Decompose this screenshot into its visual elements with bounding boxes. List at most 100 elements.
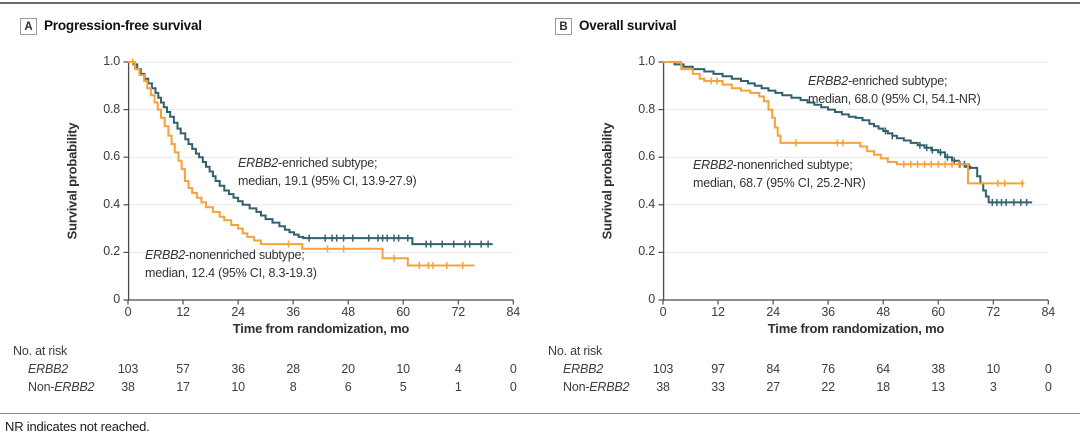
risk-count: 10 <box>396 362 410 376</box>
y-tick-label: 0.8 <box>103 101 120 116</box>
risk-count: 17 <box>176 380 190 394</box>
annotation-line1: -enriched subtype; <box>848 74 948 88</box>
footnote-rule <box>0 413 1080 414</box>
risk-count: 103 <box>117 362 139 376</box>
x-tick-label: 12 <box>711 305 725 319</box>
panel-letter-badge: A <box>20 18 37 35</box>
y-tick-label: 1.0 <box>103 54 120 68</box>
annotation-enriched: ERBB2-enriched subtype; median, 19.1 (95… <box>238 155 417 190</box>
annotation-line2: median, 68.7 (95% CI, 25.2-NR) <box>693 175 866 190</box>
gene-name: ERBB2 <box>808 74 848 88</box>
panel-title: Overall survival <box>579 18 677 33</box>
panel-overall-survival: B Overall survival Survival probability … <box>535 0 1075 410</box>
risk-count: 33 <box>711 380 725 394</box>
annotation-line1: -nonenriched subtype; <box>733 158 853 172</box>
risk-count: 0 <box>1044 380 1052 394</box>
y-tick-label: 0.4 <box>103 196 120 211</box>
gene-name: ERBB2 <box>693 158 733 172</box>
gene-name: ERBB2 <box>238 156 278 170</box>
km-plot <box>658 61 1049 305</box>
annotation-line1: -nonenriched subtype; <box>185 248 305 262</box>
annotation-line2: median, 12.4 (95% CI, 8.3-19.3) <box>145 265 317 280</box>
annotation-line2: median, 19.1 (95% CI, 13.9-27.9) <box>238 173 417 188</box>
risk-row-label-erbb2: ERBB2 <box>28 362 68 376</box>
figure-footnote: NR indicates not reached. <box>5 419 150 434</box>
risk-count: 18 <box>876 380 890 394</box>
risk-count: 27 <box>766 380 780 394</box>
y-axis-label: Survival probability <box>599 122 615 240</box>
y-tick-label: 0.2 <box>638 244 655 259</box>
x-tick-label: 48 <box>341 305 355 319</box>
risk-count: 36 <box>231 362 245 376</box>
annotation-line1: -enriched subtype; <box>278 156 378 170</box>
risk-count: 28 <box>286 362 300 376</box>
km-plot <box>123 58 514 305</box>
risk-count: 6 <box>344 380 352 394</box>
risk-count: 0 <box>509 362 517 376</box>
annotation-nonenriched: ERBB2-nonenriched subtype; median, 68.7 … <box>693 157 866 192</box>
risk-count: 22 <box>821 380 835 394</box>
y-tick-label: 0.8 <box>638 101 655 116</box>
risk-count: 38 <box>931 362 945 376</box>
risk-count: 0 <box>509 380 517 394</box>
annotation-line2: median, 68.0 (95% CI, 54.1-NR) <box>808 91 981 106</box>
survival-curve-enriched <box>128 61 493 246</box>
risk-table-header: No. at risk <box>13 344 68 358</box>
y-tick-label: 0.6 <box>638 149 655 164</box>
x-axis-label: Time from randomization, mo <box>767 321 945 336</box>
risk-count: 5 <box>399 380 407 394</box>
risk-count: 1 <box>454 380 462 394</box>
y-tick-label: 0 <box>648 292 655 306</box>
risk-count: 103 <box>652 362 674 376</box>
y-tick-label: 1.0 <box>638 54 655 68</box>
x-tick-label: 72 <box>451 305 466 319</box>
x-tick-label: 84 <box>506 305 521 319</box>
y-axis-label: Survival probability <box>64 122 80 240</box>
annotation-nonenriched: ERBB2-nonenriched subtype; median, 12.4 … <box>145 247 317 282</box>
x-tick-label: 0 <box>124 305 132 319</box>
x-tick-label: 12 <box>176 305 190 319</box>
y-tick-label: 0.4 <box>638 196 655 211</box>
risk-count: 3 <box>989 380 997 394</box>
x-tick-label: 48 <box>876 305 890 319</box>
top-rule <box>0 2 1080 4</box>
x-tick-label: 60 <box>931 305 945 319</box>
annotation-enriched: ERBB2-enriched subtype; median, 68.0 (95… <box>808 73 981 108</box>
x-tick-label: 72 <box>986 305 1001 319</box>
panel-progression-free-survival: A Progression-free survival Survival pro… <box>0 0 540 410</box>
risk-count: 97 <box>711 362 725 376</box>
risk-count: 0 <box>1044 362 1052 376</box>
risk-count: 76 <box>821 362 835 376</box>
x-tick-label: 36 <box>286 305 300 319</box>
panel-letter-badge: B <box>555 18 572 35</box>
x-tick-label: 84 <box>1041 305 1056 319</box>
risk-count: 10 <box>231 380 245 394</box>
x-tick-label: 24 <box>766 305 780 319</box>
survival-curve-enriched <box>663 61 1033 204</box>
risk-count: 38 <box>121 380 135 394</box>
y-tick-label: 0.6 <box>103 149 120 164</box>
y-tick-label: 0.2 <box>103 244 120 259</box>
risk-row-label-erbb2: ERBB2 <box>563 362 603 376</box>
risk-count: 38 <box>656 380 670 394</box>
risk-count: 10 <box>986 362 1001 376</box>
risk-count: 13 <box>931 380 945 394</box>
x-tick-label: 36 <box>821 305 835 319</box>
panel-title: Progression-free survival <box>44 18 202 33</box>
risk-row-label-non-erbb2: Non-ERBB2 <box>28 380 95 394</box>
survival-curve-nonenriched <box>128 61 475 267</box>
x-tick-label: 0 <box>659 305 667 319</box>
x-axis-label: Time from randomization, mo <box>232 321 410 336</box>
x-tick-label: 24 <box>231 305 245 319</box>
y-tick-label: 0 <box>113 292 120 306</box>
risk-count: 84 <box>766 362 780 376</box>
risk-count: 20 <box>341 362 355 376</box>
gene-name: ERBB2 <box>145 248 185 262</box>
x-tick-label: 60 <box>396 305 410 319</box>
risk-row-label-non-erbb2: Non-ERBB2 <box>563 380 630 394</box>
risk-count: 64 <box>876 362 890 376</box>
risk-count: 57 <box>176 362 190 376</box>
survival-curve-nonenriched <box>663 61 1025 185</box>
risk-table-header: No. at risk <box>548 344 603 358</box>
